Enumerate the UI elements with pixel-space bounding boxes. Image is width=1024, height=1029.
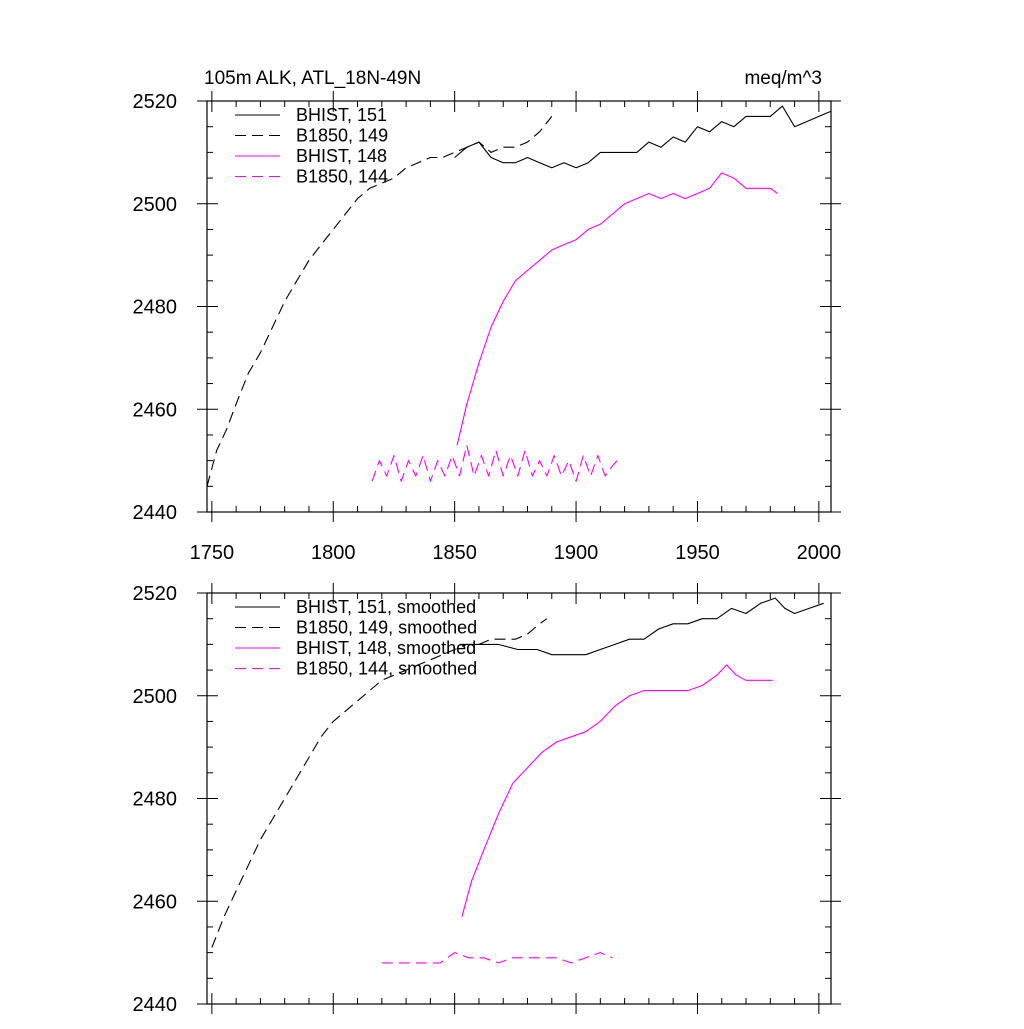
y-tick-label: 2440: [133, 502, 178, 524]
y-tick-label: 2460: [133, 399, 178, 421]
y-tick-label: 2480: [133, 789, 178, 811]
series-line-3: [371, 444, 618, 482]
series-line-1: [211, 618, 548, 948]
legend-label-1: B1850, 149, smoothed: [296, 618, 477, 638]
legend-label-2: BHIST, 148: [296, 146, 387, 166]
series-line-3: [381, 952, 613, 964]
y-tick-label: 2520: [133, 91, 178, 113]
y-tick-label: 2520: [133, 583, 178, 605]
series-line-0: [459, 597, 824, 656]
x-tick-label: 1850: [432, 542, 477, 564]
units-label: meq/m^3: [744, 68, 822, 89]
y-tick-label: 2460: [133, 891, 178, 913]
x-tick-label: 1800: [311, 542, 356, 564]
y-tick-label: 2500: [133, 686, 178, 708]
legend-label-3: B1850, 144: [296, 167, 388, 187]
y-tick-label: 2500: [133, 194, 178, 216]
series-line-2: [456, 172, 778, 446]
legend-label-0: BHIST, 151: [296, 105, 387, 125]
bottom-panel: 2440 2460 2480 2500 2520 BHIST, 151, smoothed…: [133, 583, 841, 1016]
x-tick-label: 1750: [190, 542, 235, 564]
chart-title: 105m ALK, ATL_18N-49N: [204, 68, 421, 89]
series-line-2: [461, 664, 773, 917]
x-tick-label: 2000: [797, 542, 842, 564]
top-panel: 1750 1800 1850 1900 1950 2000 2440 2460 2480 2500…: [133, 91, 842, 564]
legend-label-3: B1850, 144, smoothed: [296, 659, 477, 679]
x-tick-label: 1900: [554, 542, 599, 564]
legend-label-0: BHIST, 151, smoothed: [296, 597, 476, 617]
x-tick-label: 1950: [675, 542, 720, 564]
y-tick-label: 2480: [133, 297, 178, 319]
series-line-0: [454, 105, 832, 169]
legend-label-2: BHIST, 148, smoothed: [296, 638, 476, 658]
y-tick-label: 2440: [133, 994, 178, 1016]
legend-label-1: B1850, 149: [296, 126, 388, 146]
series-line-1: [206, 116, 553, 487]
